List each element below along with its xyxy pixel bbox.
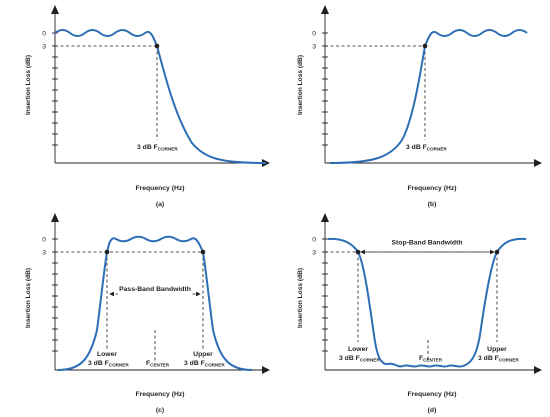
highpass-response-curve: [329, 29, 528, 164]
upper-corner-point: [494, 249, 500, 255]
y-axis-label: Insertion Loss (dB): [297, 268, 304, 328]
lower-corner-label: 3 dB FCORNER: [339, 355, 380, 363]
y-ticks: [322, 32, 328, 146]
center-label: FCENTER: [419, 355, 443, 363]
y-tick-3: 3: [42, 250, 46, 257]
y-axis-label: Insertion Loss (dB): [25, 268, 32, 328]
y-axis-label: Insertion Loss (dB): [297, 55, 304, 115]
x-axis-arrowhead: [534, 366, 542, 374]
y-tick-0: 0: [42, 237, 46, 244]
x-axis-label: Frequency (Hz): [407, 391, 456, 398]
upper-corner-word: Upper: [193, 351, 213, 358]
y-tick-0: 0: [312, 237, 316, 244]
x-axis-arrowhead: [262, 366, 270, 374]
panel-c: Insertion Loss (dB) 0 3 Pass-Band Ba: [25, 213, 270, 414]
panel-caption: (b): [428, 201, 437, 208]
y-tick-0: 0: [42, 31, 46, 38]
y-axis-arrowhead: [51, 5, 59, 14]
y-axis-label: Insertion Loss (dB): [25, 55, 32, 115]
y-tick-3: 3: [42, 44, 46, 51]
corner-label: 3 dB FCORNER: [406, 144, 447, 152]
y-axis-arrowhead: [321, 5, 329, 14]
upper-corner-label: 3 dB FCORNER: [184, 360, 225, 368]
lower-corner-word: Lower: [97, 351, 117, 358]
bandpass-response-curve: [57, 235, 253, 371]
y-axis-arrowhead: [51, 213, 59, 222]
center-label: FCENTER: [146, 360, 170, 368]
y-ticks: [52, 238, 58, 352]
x-axis-label: Frequency (Hz): [135, 185, 184, 192]
y-tick-0: 0: [312, 31, 316, 38]
upper-corner-point: [200, 249, 206, 255]
corner-point: [422, 43, 428, 49]
lower-corner-point: [104, 249, 110, 255]
lowpass-response-curve: [54, 29, 267, 164]
panel-b: Insertion Loss (dB) 0 3 3 dB FCORNER Fre…: [297, 5, 542, 208]
upper-corner-label: 3 dB FCORNER: [478, 355, 519, 363]
y-axis-arrowhead: [321, 213, 329, 222]
lower-corner-label: 3 dB FCORNER: [88, 360, 129, 368]
band-label-backdrop: [386, 237, 468, 248]
lower-corner-word: Lower: [348, 346, 368, 353]
bandstop-response-curve: [327, 237, 527, 368]
panel-caption: (a): [156, 201, 164, 208]
lower-corner-point: [355, 249, 361, 255]
y-tick-3: 3: [312, 44, 316, 51]
corner-label: 3 dB FCORNER: [137, 144, 178, 152]
x-axis-arrowhead: [534, 159, 542, 167]
panel-d: Insertion Loss (dB) 0 3 Stop-Band Ba: [297, 213, 542, 414]
x-axis-label: Frequency (Hz): [407, 185, 456, 192]
panel-caption: (d): [428, 407, 437, 414]
x-axis-label: Frequency (Hz): [135, 391, 184, 398]
stopband-label: Stop-Band Bandwidth: [392, 240, 463, 247]
y-ticks: [322, 238, 328, 352]
passband-label: Pass-Band Bandwidth: [119, 286, 191, 293]
panel-a: Insertion Loss (dB) 0 3 3 dB FCORNER Fre…: [25, 5, 270, 208]
y-tick-3: 3: [312, 250, 316, 257]
corner-point: [154, 43, 160, 49]
upper-corner-word: Upper: [487, 346, 507, 353]
band-label-backdrop: [118, 285, 192, 296]
panel-caption: (c): [156, 407, 164, 414]
